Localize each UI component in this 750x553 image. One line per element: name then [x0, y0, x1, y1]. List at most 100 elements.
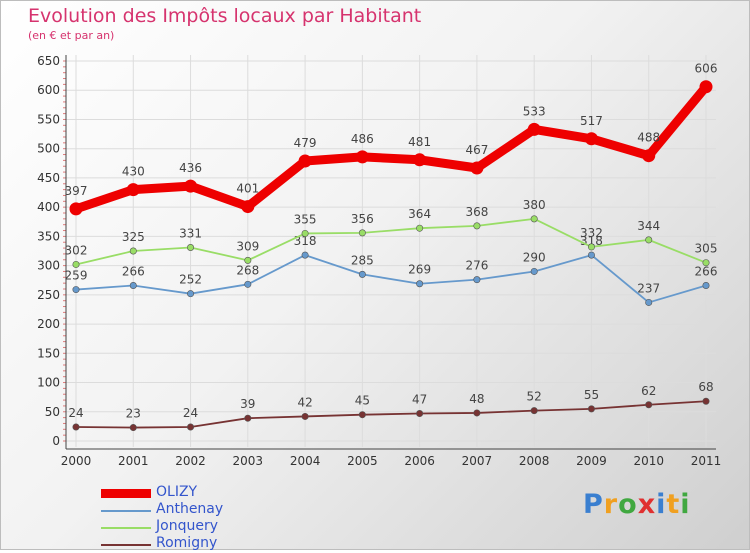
- y-tick-label: 300: [37, 259, 60, 273]
- data-label: 325: [122, 230, 145, 244]
- data-label: 309: [236, 239, 259, 253]
- legend-label: Jonquery: [156, 518, 218, 534]
- data-point: [244, 256, 252, 264]
- data-point: [473, 409, 481, 417]
- data-point: [187, 290, 195, 298]
- legend-label: Anthenay: [156, 501, 224, 517]
- y-tick-label: 0: [52, 434, 60, 448]
- data-label: 517: [580, 114, 603, 128]
- data-label: 364: [408, 207, 431, 221]
- data-label: 285: [351, 253, 374, 267]
- data-point: [244, 280, 252, 288]
- data-point: [129, 247, 137, 255]
- data-label: 467: [465, 143, 488, 157]
- data-label: 266: [122, 264, 145, 278]
- x-tick-label: 2004: [290, 454, 321, 468]
- data-label: 62: [641, 384, 656, 398]
- data-point: [530, 215, 538, 223]
- data-point: [413, 153, 427, 167]
- data-point: [358, 229, 366, 237]
- data-label: 479: [294, 136, 317, 150]
- data-point: [645, 401, 653, 409]
- data-point: [69, 202, 83, 216]
- data-point: [530, 267, 538, 275]
- legend-item: Jonquery: [101, 518, 301, 536]
- y-tick-label: 500: [37, 142, 60, 156]
- data-label: 533: [523, 104, 546, 118]
- data-label: 266: [695, 264, 718, 278]
- data-label: 55: [584, 388, 599, 402]
- data-point: [416, 280, 424, 288]
- data-label: 290: [523, 250, 546, 264]
- data-point: [587, 251, 595, 259]
- data-label: 252: [179, 273, 202, 287]
- data-point: [241, 200, 255, 214]
- data-point: [355, 150, 369, 164]
- y-tick-label: 650: [37, 54, 60, 68]
- x-tick-label: 2003: [233, 454, 264, 468]
- data-point: [187, 243, 195, 251]
- data-point: [702, 281, 710, 289]
- legend-item: Anthenay: [101, 501, 301, 519]
- data-point: [699, 80, 713, 94]
- legend-swatch: [101, 489, 151, 498]
- data-point: [473, 276, 481, 284]
- data-label: 45: [355, 394, 370, 408]
- x-tick-label: 2008: [519, 454, 550, 468]
- data-label: 344: [637, 219, 660, 233]
- y-tick-label: 50: [45, 405, 60, 419]
- data-label: 302: [65, 243, 88, 257]
- data-point: [587, 243, 595, 251]
- legend-item: OLIZY: [101, 484, 301, 502]
- data-label: 47: [412, 393, 427, 407]
- y-tick-label: 350: [37, 229, 60, 243]
- x-tick-label: 2002: [175, 454, 206, 468]
- data-label: 397: [65, 184, 88, 198]
- data-label: 42: [297, 395, 312, 409]
- legend-item: Romigny: [101, 535, 301, 553]
- data-label: 436: [179, 161, 202, 175]
- data-point: [126, 183, 140, 197]
- series-line-romigny: [75, 400, 707, 429]
- x-tick-label: 2011: [691, 454, 722, 468]
- line-chart: 0 50 100 150 200 250 300 350 400 450 500 550 600 650 2…: [37, 54, 722, 468]
- x-tick-label: 2006: [404, 454, 435, 468]
- data-point: [473, 222, 481, 230]
- legend-swatch: [101, 509, 151, 512]
- y-tick-label: 400: [37, 200, 60, 214]
- series-line-anthenay: [75, 254, 707, 304]
- x-tick-label: 2001: [118, 454, 149, 468]
- data-label: 331: [179, 226, 202, 240]
- data-label: 24: [68, 406, 83, 420]
- data-point: [702, 259, 710, 267]
- data-label: 332: [580, 226, 603, 240]
- legend-swatch: [101, 526, 151, 529]
- data-label: 305: [695, 242, 718, 256]
- logo-letter: i: [680, 489, 691, 520]
- data-label: 39: [240, 397, 255, 411]
- data-label: 276: [465, 259, 488, 273]
- data-point: [301, 229, 309, 237]
- x-tick-label: 2009: [576, 454, 607, 468]
- data-label: 318: [294, 234, 317, 248]
- logo-letter: o: [618, 489, 638, 520]
- data-point: [244, 414, 252, 422]
- data-point: [72, 286, 80, 294]
- logo-letter: P: [583, 489, 604, 520]
- x-tick-label: 2010: [633, 454, 664, 468]
- y-tick-label: 600: [37, 83, 60, 97]
- data-point: [416, 410, 424, 418]
- data-label: 488: [637, 131, 660, 145]
- data-label: 23: [126, 407, 141, 421]
- y-tick-label: 550: [37, 112, 60, 126]
- data-point: [527, 122, 541, 136]
- legend-swatch: [101, 543, 151, 546]
- y-tick-label: 250: [37, 288, 60, 302]
- data-label: 52: [527, 390, 542, 404]
- data-label: 259: [65, 269, 88, 283]
- chart-legend: OLIZY Anthenay Jonquery Romigny: [101, 484, 301, 553]
- data-label: 269: [408, 263, 431, 277]
- data-point: [187, 423, 195, 431]
- data-label: 268: [236, 263, 259, 277]
- data-point: [301, 412, 309, 420]
